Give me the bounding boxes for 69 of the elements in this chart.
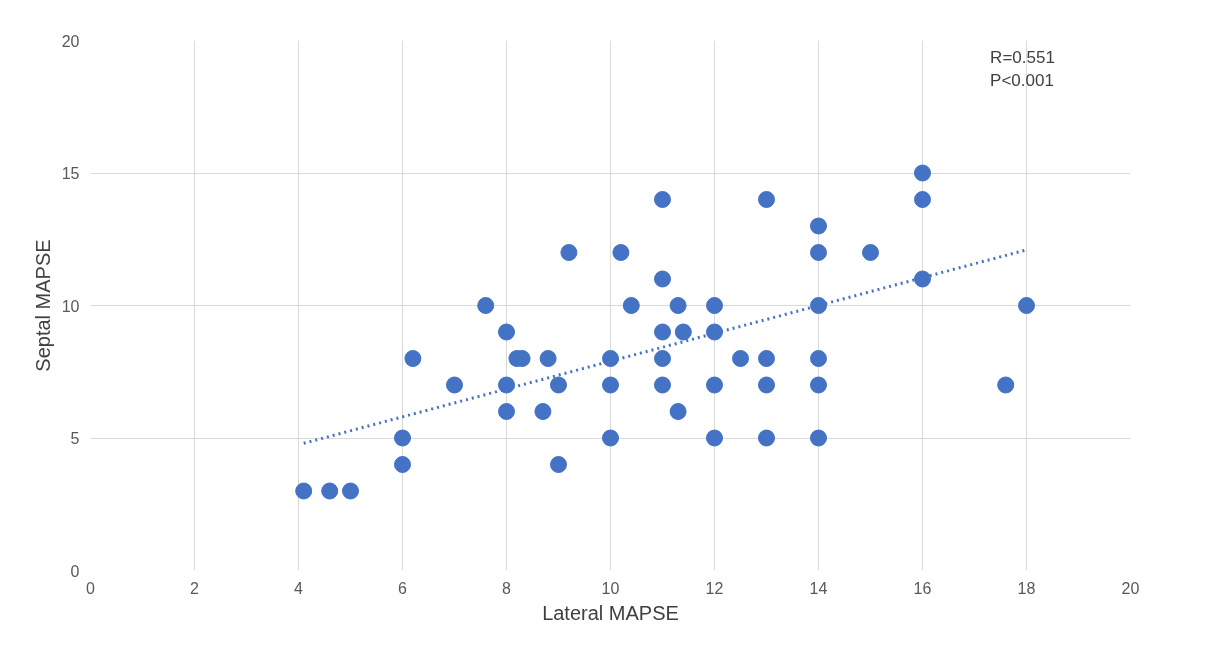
point [669,403,687,420]
point [758,350,775,367]
point [404,350,422,367]
point [394,456,411,473]
point [810,244,827,261]
point [758,376,775,394]
point [914,164,931,182]
point [446,376,463,394]
point [706,297,723,314]
point [758,429,775,447]
x-tick-label: 8 [502,579,512,597]
point [862,244,879,261]
x-tick-label: 18 [1017,579,1036,597]
point [810,376,827,394]
point [534,403,552,420]
point [810,429,827,447]
point [295,482,313,500]
x-axis-title: Lateral MAPSE [542,601,679,624]
y-tick-label: 15 [61,165,80,182]
point [498,376,515,394]
y-axis-title: Septal MAPSE [31,239,54,372]
point [914,270,931,288]
point [654,376,671,394]
point [602,350,619,367]
point [654,191,671,208]
y-tick-label: 5 [70,430,80,447]
x-tick-label: 6 [398,579,408,597]
point [321,482,339,500]
point [602,376,619,394]
point [342,482,359,500]
point [560,244,578,261]
point [498,323,515,341]
point [654,270,671,288]
point [1018,297,1035,314]
x-tick-label: 4 [294,579,304,597]
point [394,429,411,447]
point [914,191,931,208]
point [706,376,723,394]
point [674,323,692,341]
x-tick-label: 20 [1121,579,1140,597]
y-tick-label: 0 [70,562,80,580]
x-tick-label: 0 [86,579,96,597]
point [810,217,827,235]
x-tick-label: 2 [190,579,200,597]
y-tick-label: 10 [61,297,80,315]
point [669,297,687,314]
point [539,350,557,367]
point [550,376,567,394]
point [612,244,630,261]
point [706,429,723,447]
y-tick-label: 20 [61,32,80,50]
point [654,350,671,367]
point [732,350,749,367]
point [622,297,640,314]
x-tick-label: 10 [601,579,620,597]
point [810,297,827,314]
point [498,403,515,420]
point [997,376,1015,394]
point [602,429,619,447]
point [810,350,827,367]
x-tick-label: 12 [705,579,724,597]
x-tick-label: 14 [809,579,828,597]
point [758,191,775,208]
point [550,456,567,473]
point [477,297,495,314]
point [706,323,723,341]
annotation: R=0.551 P<0.001 [990,48,1055,91]
x-tick-label: 16 [913,579,932,597]
point [654,323,671,341]
